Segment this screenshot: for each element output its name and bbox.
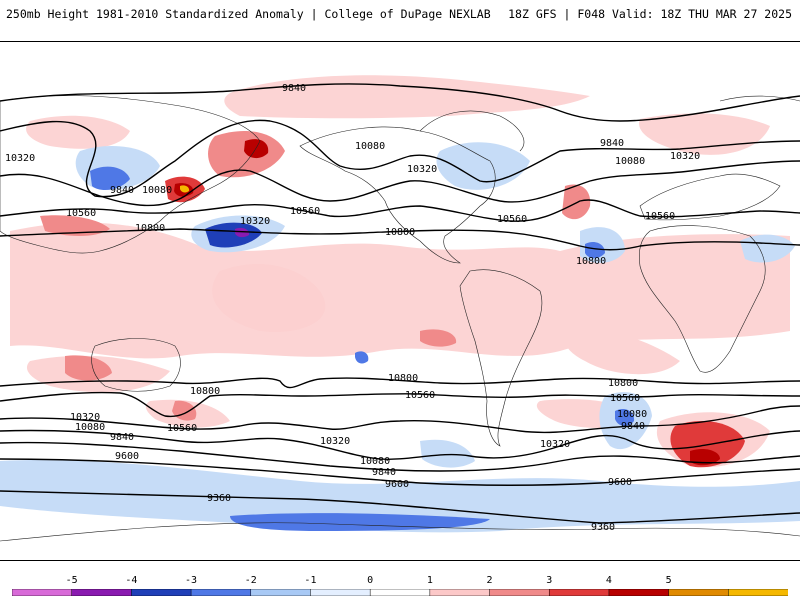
contour-label: 9840 bbox=[282, 83, 306, 94]
contour-label: 9600 bbox=[608, 477, 632, 488]
contour-label: 10800 bbox=[135, 223, 165, 234]
colorbar-tick-label: -5 bbox=[65, 575, 78, 586]
contour-label: 10800 bbox=[388, 373, 418, 384]
contour-label: 10800 bbox=[190, 386, 220, 397]
contour-label: 10320 bbox=[240, 216, 270, 227]
contour-label: 10560 bbox=[290, 206, 320, 217]
contour-label: 10320 bbox=[70, 412, 100, 423]
colorbar-segment bbox=[310, 589, 371, 596]
anomaly-shading bbox=[0, 75, 800, 533]
contour-label: 10080 bbox=[355, 141, 385, 152]
contour-label: 9840 bbox=[621, 421, 645, 432]
height-contours bbox=[0, 83, 800, 524]
colorbar-tick-label: -3 bbox=[185, 575, 198, 586]
contour-label: 10080 bbox=[360, 456, 390, 467]
contour-label: 10080 bbox=[75, 422, 105, 433]
contour-label: 9360 bbox=[207, 493, 231, 504]
contour-label: 10320 bbox=[540, 439, 570, 450]
colorbar-tick-label: 1 bbox=[426, 575, 433, 586]
contour-label: 10560 bbox=[66, 208, 96, 219]
colorbar-tick-label: 5 bbox=[665, 575, 672, 586]
contour-label: 10080 bbox=[142, 185, 172, 196]
contour-label: 9840 bbox=[110, 432, 134, 443]
colorbar-segment bbox=[190, 589, 252, 596]
contour-label: 9840 bbox=[110, 185, 134, 196]
contour-label: 10320 bbox=[407, 164, 437, 175]
contour-label: 9600 bbox=[115, 451, 139, 462]
contour-label: 9600 bbox=[385, 479, 409, 490]
contour-label: 10800 bbox=[576, 256, 606, 267]
coastlines bbox=[0, 95, 800, 542]
contour-label: 9360 bbox=[591, 522, 615, 533]
contour-label: 10560 bbox=[167, 423, 197, 434]
model-run-info: 18Z GFS | F048 Valid: 18Z THU MAR 27 202… bbox=[508, 7, 792, 21]
colorbar-tick-label: -4 bbox=[125, 575, 138, 586]
colorbar-segment bbox=[728, 589, 788, 596]
colorbar: -5 -4 -3 -2 -1 0 1 2 3 4 5 bbox=[0, 570, 800, 600]
contour-label: 9840 bbox=[372, 467, 396, 478]
colorbar-segment bbox=[131, 589, 192, 596]
colorbar-tick-label: 4 bbox=[605, 575, 612, 586]
anomaly-map: 9840 10320 9840 10080 10560 10800 10320 … bbox=[0, 41, 800, 561]
colorbar-segment bbox=[369, 589, 431, 596]
map-title: 250mb Height 1981-2010 Standardized Anom… bbox=[6, 7, 491, 21]
colorbar-tick-label: -2 bbox=[244, 575, 257, 586]
contour-label: 10080 bbox=[615, 156, 645, 167]
colorbar-segment bbox=[71, 589, 133, 596]
colorbar-segment bbox=[250, 589, 312, 596]
contour-label: 10320 bbox=[5, 153, 35, 164]
colorbar-scale bbox=[12, 589, 788, 596]
colorbar-tick-label: 0 bbox=[367, 575, 374, 586]
colorbar-segment bbox=[12, 589, 73, 596]
contour-label: 10800 bbox=[385, 227, 415, 238]
contour-label: 10320 bbox=[320, 436, 350, 447]
colorbar-tick-label: 3 bbox=[546, 575, 553, 586]
colorbar-tick-label: 2 bbox=[486, 575, 493, 586]
contour-label: 10080 bbox=[617, 409, 647, 420]
contour-label: 10560 bbox=[645, 211, 675, 222]
colorbar-tick-label: -1 bbox=[304, 575, 317, 586]
contour-label: 10560 bbox=[497, 214, 527, 225]
contour-label: 10320 bbox=[670, 151, 700, 162]
colorbar-segment bbox=[429, 589, 491, 596]
colorbar-segment bbox=[608, 589, 670, 596]
colorbar-segment bbox=[668, 589, 730, 596]
contour-label: 10560 bbox=[405, 390, 435, 401]
colorbar-segment bbox=[489, 589, 550, 596]
colorbar-segment bbox=[548, 589, 610, 596]
contour-label: 10800 bbox=[608, 378, 638, 389]
contour-label: 10560 bbox=[610, 393, 640, 404]
contour-label: 9840 bbox=[600, 138, 624, 149]
